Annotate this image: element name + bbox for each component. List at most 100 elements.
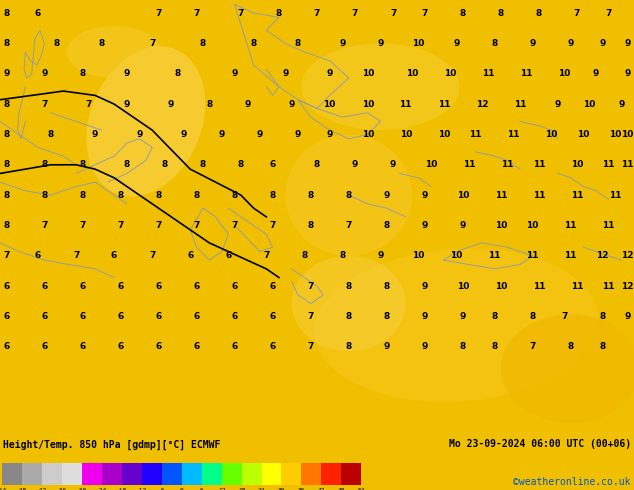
Text: 6: 6 — [79, 282, 86, 291]
Bar — [22, 463, 42, 486]
Text: 6: 6 — [41, 343, 48, 351]
Text: 8: 8 — [155, 191, 162, 199]
Text: 10: 10 — [609, 130, 621, 139]
Text: 10: 10 — [545, 130, 558, 139]
Text: 9: 9 — [327, 69, 333, 78]
Text: 7: 7 — [86, 99, 92, 109]
Ellipse shape — [301, 43, 460, 130]
Text: 9: 9 — [181, 130, 187, 139]
Bar — [162, 463, 181, 486]
Text: 10: 10 — [456, 191, 469, 199]
Text: 8: 8 — [231, 191, 238, 199]
Text: 7: 7 — [155, 8, 162, 18]
Text: 9: 9 — [288, 99, 295, 109]
Text: 9: 9 — [460, 312, 466, 321]
Text: 6: 6 — [193, 312, 200, 321]
Text: 8: 8 — [124, 160, 130, 169]
Ellipse shape — [86, 47, 205, 196]
Text: 7: 7 — [41, 99, 48, 109]
Bar — [341, 463, 361, 486]
Text: 9: 9 — [422, 282, 428, 291]
Text: 8: 8 — [307, 221, 314, 230]
Text: 6: 6 — [41, 282, 48, 291]
Text: 8: 8 — [529, 312, 536, 321]
Text: 6: 6 — [3, 312, 10, 321]
Text: 8: 8 — [79, 160, 86, 169]
Text: 9: 9 — [3, 69, 10, 78]
Text: 10: 10 — [444, 69, 456, 78]
Text: 8: 8 — [79, 191, 86, 199]
Text: 9: 9 — [453, 39, 460, 48]
Text: 8: 8 — [346, 282, 352, 291]
Text: 9: 9 — [624, 39, 631, 48]
Text: 6: 6 — [35, 251, 41, 260]
Bar — [101, 463, 122, 486]
Text: 6: 6 — [3, 343, 10, 351]
Text: -54: -54 — [0, 489, 8, 490]
Text: 8: 8 — [41, 191, 48, 199]
Text: 10: 10 — [412, 39, 425, 48]
Text: 8: 8 — [295, 39, 301, 48]
Text: 8: 8 — [3, 130, 10, 139]
Text: 6: 6 — [269, 343, 276, 351]
Text: 6: 6 — [155, 343, 162, 351]
Text: 11: 11 — [507, 130, 520, 139]
Text: 7: 7 — [193, 8, 200, 18]
Text: 10: 10 — [558, 69, 571, 78]
Bar — [42, 463, 61, 486]
Text: 9: 9 — [168, 99, 174, 109]
Text: 6: 6 — [231, 343, 238, 351]
Text: 6: 6 — [117, 282, 124, 291]
Bar — [202, 463, 222, 486]
Text: 6: 6 — [269, 312, 276, 321]
Text: Mo 23-09-2024 06:00 UTC (00+06): Mo 23-09-2024 06:00 UTC (00+06) — [449, 439, 631, 449]
Text: 10: 10 — [406, 69, 418, 78]
Text: 7: 7 — [79, 221, 86, 230]
Text: 7: 7 — [605, 8, 612, 18]
Text: 9: 9 — [593, 69, 599, 78]
Text: 9: 9 — [624, 69, 631, 78]
Text: 6: 6 — [41, 312, 48, 321]
Text: 11: 11 — [564, 221, 577, 230]
Text: 9: 9 — [282, 69, 288, 78]
Text: 8: 8 — [3, 39, 10, 48]
Text: 10: 10 — [495, 282, 507, 291]
Text: 10: 10 — [450, 251, 463, 260]
Text: 8: 8 — [117, 191, 124, 199]
Text: 7: 7 — [155, 221, 162, 230]
Text: 12: 12 — [596, 251, 609, 260]
Text: 7: 7 — [574, 8, 580, 18]
Text: 9: 9 — [555, 99, 561, 109]
Text: 7: 7 — [390, 8, 396, 18]
Text: 10: 10 — [571, 160, 583, 169]
Text: 10: 10 — [495, 221, 507, 230]
Text: 8: 8 — [193, 191, 200, 199]
Text: 12: 12 — [476, 99, 488, 109]
Text: 8: 8 — [536, 8, 542, 18]
Text: 8: 8 — [3, 160, 10, 169]
Text: 0: 0 — [180, 489, 183, 490]
Text: 7: 7 — [41, 221, 48, 230]
Text: 6: 6 — [79, 312, 86, 321]
Text: 8: 8 — [174, 69, 181, 78]
Text: 9: 9 — [422, 191, 428, 199]
Text: 8: 8 — [599, 343, 605, 351]
Text: 54: 54 — [358, 489, 365, 490]
Text: 9: 9 — [124, 99, 130, 109]
Text: 11: 11 — [526, 251, 539, 260]
Text: 9: 9 — [136, 130, 143, 139]
Text: 9: 9 — [231, 69, 238, 78]
Text: 6: 6 — [155, 312, 162, 321]
Text: 8: 8 — [48, 130, 54, 139]
Text: 10: 10 — [526, 221, 539, 230]
Text: 8: 8 — [54, 39, 60, 48]
Text: 9: 9 — [567, 39, 574, 48]
Text: 7: 7 — [307, 343, 314, 351]
Ellipse shape — [501, 315, 634, 423]
Ellipse shape — [292, 256, 406, 351]
Text: 6: 6 — [155, 282, 162, 291]
Text: 8: 8 — [498, 8, 504, 18]
Text: 11: 11 — [520, 69, 533, 78]
Text: 11: 11 — [488, 251, 501, 260]
Text: 7: 7 — [422, 8, 428, 18]
